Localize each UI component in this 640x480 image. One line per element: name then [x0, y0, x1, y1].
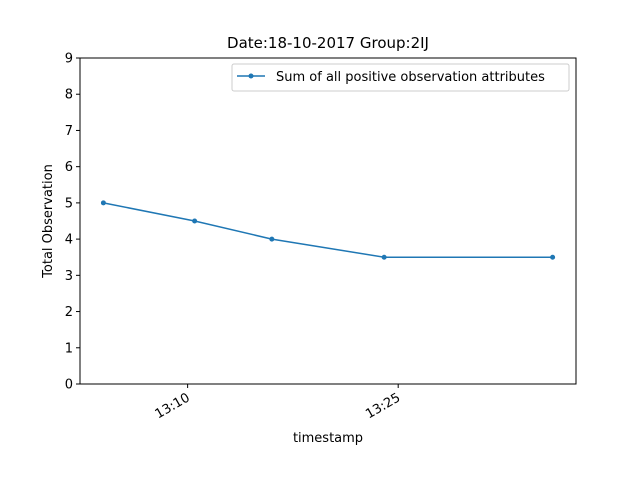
data-point [550, 254, 556, 260]
series-layer [100, 200, 556, 260]
y-tick-label: 7 [65, 124, 73, 139]
series-line [103, 202, 553, 258]
legend-label: Sum of all positive observation attribut… [276, 70, 545, 85]
x-tick-label: 13:10 [153, 390, 193, 422]
data-point [269, 236, 275, 242]
y-tick-label: 8 [65, 88, 73, 103]
y-tick-label: 1 [65, 341, 73, 356]
y-tick-label: 9 [65, 52, 73, 67]
data-point [381, 254, 387, 260]
plot-area [79, 57, 577, 385]
x-tick-label: 13:25 [363, 390, 403, 422]
chart-title: Date:18-10-2017 Group:2IJ [227, 34, 429, 52]
y-axis: 0 1 2 3 4 5 6 7 8 9 [65, 52, 80, 393]
legend-box [231, 63, 570, 92]
data-point [192, 218, 198, 224]
data-point [100, 200, 106, 206]
y-tick-label: 0 [65, 378, 73, 393]
y-tick-label: 2 [65, 305, 73, 320]
x-axis: 13:10 13:25 [153, 384, 403, 422]
plot-frame [79, 57, 577, 385]
y-tick-label: 5 [65, 196, 73, 211]
y-axis-label: Total Observation [41, 164, 56, 279]
legend-point-marker [248, 73, 254, 79]
legend: Sum of all positive observation attribut… [231, 63, 570, 92]
y-tick-label: 3 [65, 269, 73, 284]
y-tick-label: 4 [65, 233, 73, 248]
x-axis-label: timestamp [293, 431, 363, 446]
y-tick-label: 6 [65, 160, 73, 175]
